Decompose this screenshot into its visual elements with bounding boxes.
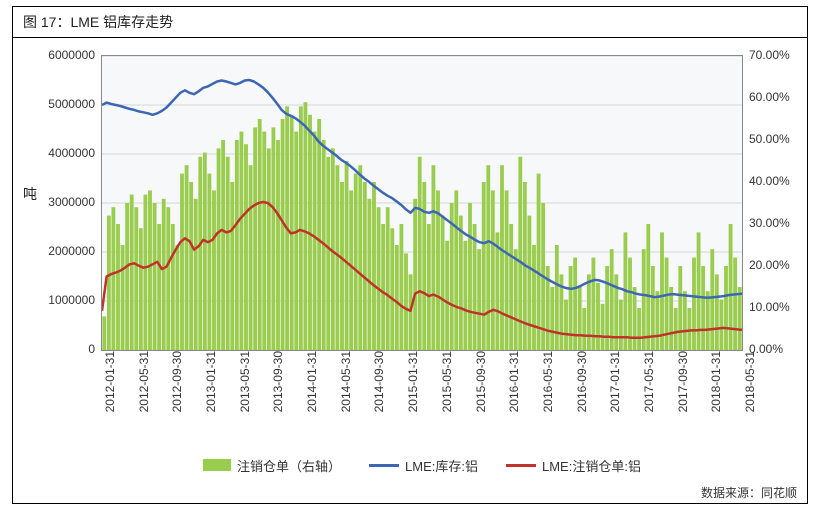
x-tick: 2014-01-31: [305, 351, 319, 412]
y-right-tick: 30.00%: [749, 216, 790, 230]
legend-swatch-cancelled: [506, 464, 536, 467]
legend-label-cancelled: LME:注销仓单:铝: [542, 456, 641, 475]
x-tick: 2015-05-31: [440, 351, 454, 412]
y-left-tick: 4000000: [48, 146, 95, 160]
figure-17: 图 17：LME 铝库存走势 吨 01000000200000030000004…: [0, 0, 820, 516]
data-source: 数据来源：同花顺: [701, 481, 797, 503]
x-tick: 2016-01-31: [507, 351, 521, 412]
y-right-tick-labels: 0.00%10.00%20.00%30.00%40.00%50.00%60.00…: [745, 55, 807, 351]
x-tick: 2017-05-31: [642, 351, 656, 412]
y-left-tick-labels: 0100000020000003000000400000050000006000…: [13, 55, 99, 351]
legend-item-inventory: LME:库存:铝: [369, 456, 478, 475]
line-lme-cancelled: [102, 202, 742, 338]
legend: 注销仓单（右轴） LME:库存:铝 LME:注销仓单:铝: [101, 453, 743, 477]
y-right-tick: 10.00%: [749, 300, 790, 314]
x-tick: 2015-01-31: [406, 351, 420, 412]
y-right-tick: 50.00%: [749, 132, 790, 146]
y-right-tick: 60.00%: [749, 90, 790, 104]
y-left-tick: 1000000: [48, 293, 95, 307]
x-tick: 2013-05-31: [238, 351, 252, 412]
x-tick: 2018-01-31: [709, 351, 723, 412]
x-tick: 2016-09-30: [575, 351, 589, 412]
x-tick: 2015-09-30: [474, 351, 488, 412]
x-tick: 2014-09-30: [372, 351, 386, 412]
legend-item-cancelled: LME:注销仓单:铝: [506, 456, 641, 475]
bars-cancelled-pct: [102, 102, 741, 350]
x-tick: 2012-05-31: [137, 351, 151, 412]
x-tick: 2014-05-31: [339, 351, 353, 412]
x-tick: 2012-09-30: [170, 351, 184, 412]
x-tick: 2017-09-30: [676, 351, 690, 412]
chart-cell: 吨 01000000200000030000004000000500000060…: [13, 37, 807, 481]
x-tick: 2018-05-31: [743, 351, 757, 412]
y-right-tick: 40.00%: [749, 174, 790, 188]
plot-area: [101, 55, 743, 351]
x-tick: 2013-01-31: [204, 351, 218, 412]
y-left-tick: 2000000: [48, 244, 95, 258]
line-lme-inventory: [102, 80, 742, 298]
y-left-tick: 0: [88, 342, 95, 356]
legend-label-inventory: LME:库存:铝: [405, 456, 478, 475]
y-right-tick: 70.00%: [749, 48, 790, 62]
x-tick: 2012-01-31: [103, 351, 117, 412]
legend-label-bars: 注销仓单（右轴）: [237, 456, 341, 475]
legend-item-bars: 注销仓单（右轴）: [203, 456, 341, 475]
figure-frame: 图 17：LME 铝库存走势 吨 01000000200000030000004…: [12, 6, 808, 504]
y-right-tick: 20.00%: [749, 258, 790, 272]
x-tick-labels: 2012-01-31 2012-05-31 2012-09-30 2013-01-31…: [101, 351, 743, 451]
x-tick: 2017-01-31: [608, 351, 622, 412]
y-left-tick: 6000000: [48, 48, 95, 62]
x-tick: 2013-09-30: [271, 351, 285, 412]
x-tick: 2016-05-31: [541, 351, 555, 412]
figure-title: 图 17：LME 铝库存走势: [13, 7, 807, 38]
legend-swatch-bars: [203, 459, 231, 471]
legend-swatch-inventory: [369, 464, 399, 467]
y-left-tick: 5000000: [48, 97, 95, 111]
plot-svg: [102, 56, 742, 350]
y-left-tick: 3000000: [48, 195, 95, 209]
